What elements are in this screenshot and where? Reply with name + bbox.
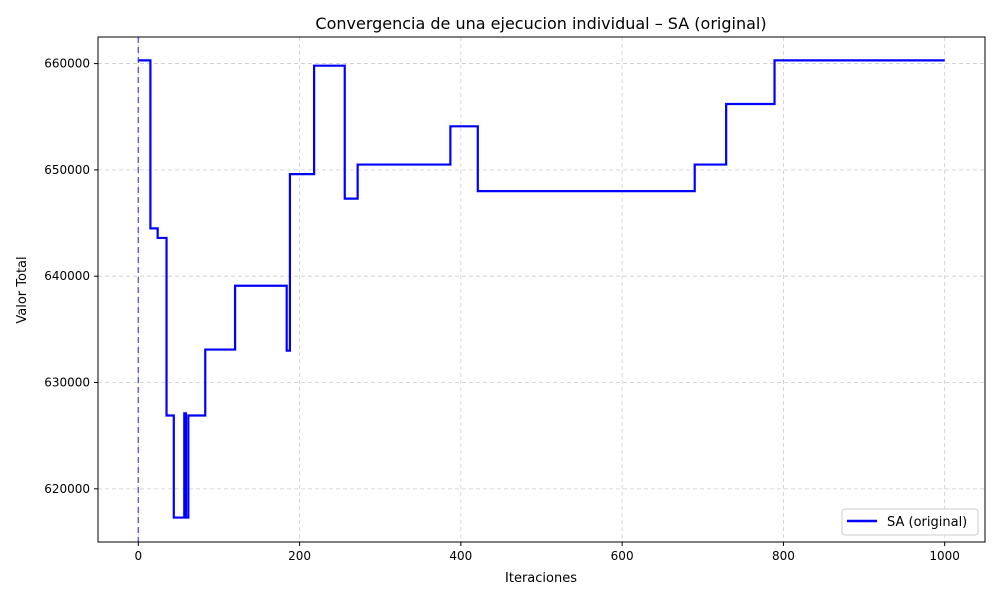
x-tick-label: 200 [288,549,311,563]
y-tick-label: 630000 [44,376,90,390]
plot-frame [97,36,986,543]
series-layer [138,59,945,519]
y-axis-label: Valor Total [15,256,30,323]
grid [98,37,985,542]
y-tick-label: 620000 [44,482,90,496]
x-tick-label: 600 [611,549,634,563]
x-axis-ticks: 0 200 400 600 800 1000 [134,542,960,563]
chart-title: Convergencia de una ejecucion individual… [315,14,766,33]
y-tick-label: 660000 [44,57,90,71]
legend-label: SA (original) [887,515,967,530]
x-tick-label: 800 [772,549,795,563]
x-tick-label: 400 [449,549,472,563]
y-tick-label: 650000 [44,163,90,177]
series-line [138,59,945,519]
legend: SA (original) [841,508,979,536]
y-tick-label: 640000 [44,269,90,283]
legend-box [841,508,979,536]
x-axis-label: Iteraciones [505,571,577,586]
y-axis-ticks: 620000 630000 640000 650000 660000 [44,57,98,496]
x-tick-label: 1000 [929,549,960,563]
x-tick-label: 0 [134,549,142,563]
